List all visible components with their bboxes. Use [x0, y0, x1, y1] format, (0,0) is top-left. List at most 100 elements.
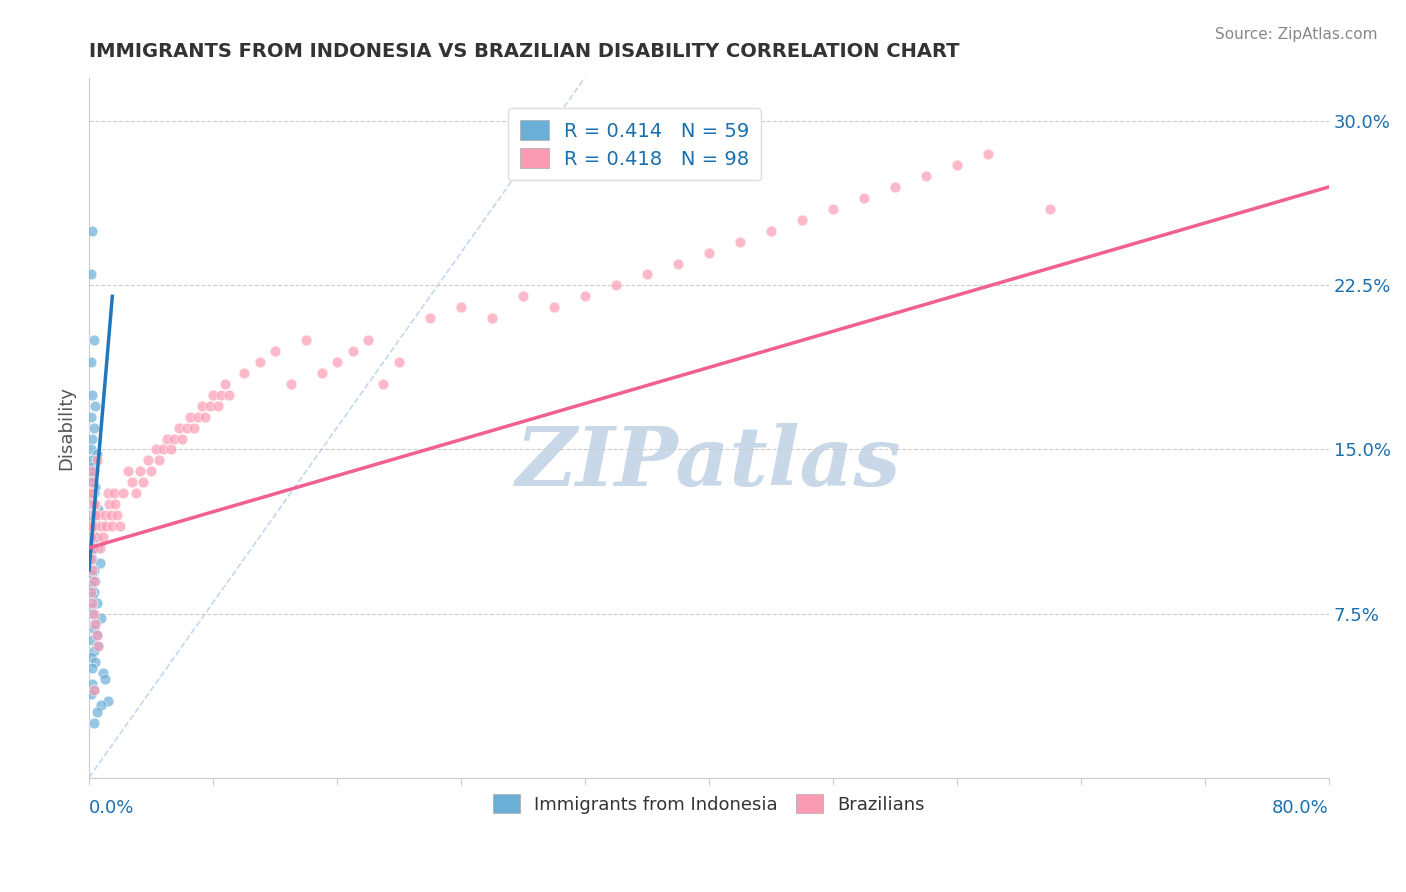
- Point: [209, 388, 232, 402]
- Point: [82, 388, 104, 402]
- Point: [79, 459, 101, 474]
- Point: [83, 420, 105, 434]
- Point: [93, 672, 115, 686]
- Point: [83, 530, 105, 544]
- Point: [94, 519, 117, 533]
- Point: [79, 464, 101, 478]
- Point: [79, 599, 101, 614]
- Point: [311, 366, 333, 380]
- Point: [82, 497, 104, 511]
- Point: [86, 628, 108, 642]
- Point: [84, 574, 107, 588]
- Y-axis label: Disability: Disability: [58, 385, 75, 469]
- Point: [79, 551, 101, 566]
- Point: [82, 432, 104, 446]
- Point: [233, 366, 256, 380]
- Point: [79, 530, 101, 544]
- Point: [759, 224, 782, 238]
- Point: [129, 464, 152, 478]
- Point: [90, 611, 112, 625]
- Point: [79, 688, 101, 702]
- Point: [373, 376, 395, 391]
- Point: [98, 497, 121, 511]
- Point: [915, 169, 938, 183]
- Point: [194, 409, 217, 424]
- Point: [86, 447, 108, 461]
- Point: [82, 551, 104, 566]
- Point: [103, 486, 125, 500]
- Point: [82, 486, 104, 500]
- Point: [101, 519, 124, 533]
- Point: [117, 464, 139, 478]
- Point: [883, 180, 905, 194]
- Point: [82, 567, 104, 582]
- Point: [357, 333, 380, 347]
- Point: [79, 584, 101, 599]
- Point: [82, 607, 104, 621]
- Point: [124, 486, 146, 500]
- Point: [82, 632, 104, 647]
- Point: [82, 468, 104, 483]
- Point: [79, 650, 101, 665]
- Point: [83, 574, 105, 588]
- Point: [176, 420, 198, 434]
- Point: [186, 409, 208, 424]
- Point: [163, 432, 186, 446]
- Point: [155, 432, 177, 446]
- Point: [84, 508, 107, 522]
- Point: [295, 333, 318, 347]
- Point: [79, 578, 101, 592]
- Point: [108, 519, 131, 533]
- Text: 80.0%: 80.0%: [1272, 798, 1329, 816]
- Point: [946, 158, 969, 172]
- Point: [83, 563, 105, 577]
- Text: IMMIGRANTS FROM INDONESIA VS BRAZILIAN DISABILITY CORRELATION CHART: IMMIGRANTS FROM INDONESIA VS BRAZILIAN D…: [89, 42, 959, 61]
- Point: [84, 399, 107, 413]
- Point: [82, 519, 104, 533]
- Point: [152, 442, 174, 457]
- Point: [977, 147, 1000, 161]
- Point: [112, 486, 135, 500]
- Point: [170, 432, 193, 446]
- Point: [1039, 202, 1062, 216]
- Point: [636, 268, 658, 282]
- Point: [121, 475, 143, 490]
- Point: [83, 607, 105, 621]
- Point: [191, 399, 214, 413]
- Point: [790, 212, 813, 227]
- Point: [82, 486, 104, 500]
- Point: [83, 486, 105, 500]
- Point: [666, 256, 689, 270]
- Point: [82, 512, 104, 526]
- Point: [145, 442, 167, 457]
- Point: [83, 715, 105, 730]
- Point: [90, 698, 112, 713]
- Point: [89, 541, 111, 555]
- Point: [84, 519, 107, 533]
- Point: [86, 628, 108, 642]
- Point: [84, 617, 107, 632]
- Point: [82, 475, 104, 490]
- Point: [83, 683, 105, 698]
- Point: [83, 683, 105, 698]
- Text: 0.0%: 0.0%: [89, 798, 135, 816]
- Point: [91, 530, 114, 544]
- Point: [87, 640, 110, 654]
- Point: [86, 705, 108, 719]
- Point: [605, 278, 627, 293]
- Legend: Immigrants from Indonesia, Brazilians: Immigrants from Indonesia, Brazilians: [482, 783, 936, 824]
- Point: [249, 355, 271, 369]
- Point: [79, 508, 101, 522]
- Point: [83, 333, 105, 347]
- Point: [202, 388, 225, 402]
- Point: [79, 355, 101, 369]
- Point: [148, 453, 170, 467]
- Point: [198, 399, 221, 413]
- Point: [91, 665, 114, 680]
- Point: [82, 661, 104, 675]
- Point: [79, 268, 101, 282]
- Point: [183, 420, 205, 434]
- Point: [697, 245, 720, 260]
- Point: [79, 524, 101, 538]
- Point: [821, 202, 844, 216]
